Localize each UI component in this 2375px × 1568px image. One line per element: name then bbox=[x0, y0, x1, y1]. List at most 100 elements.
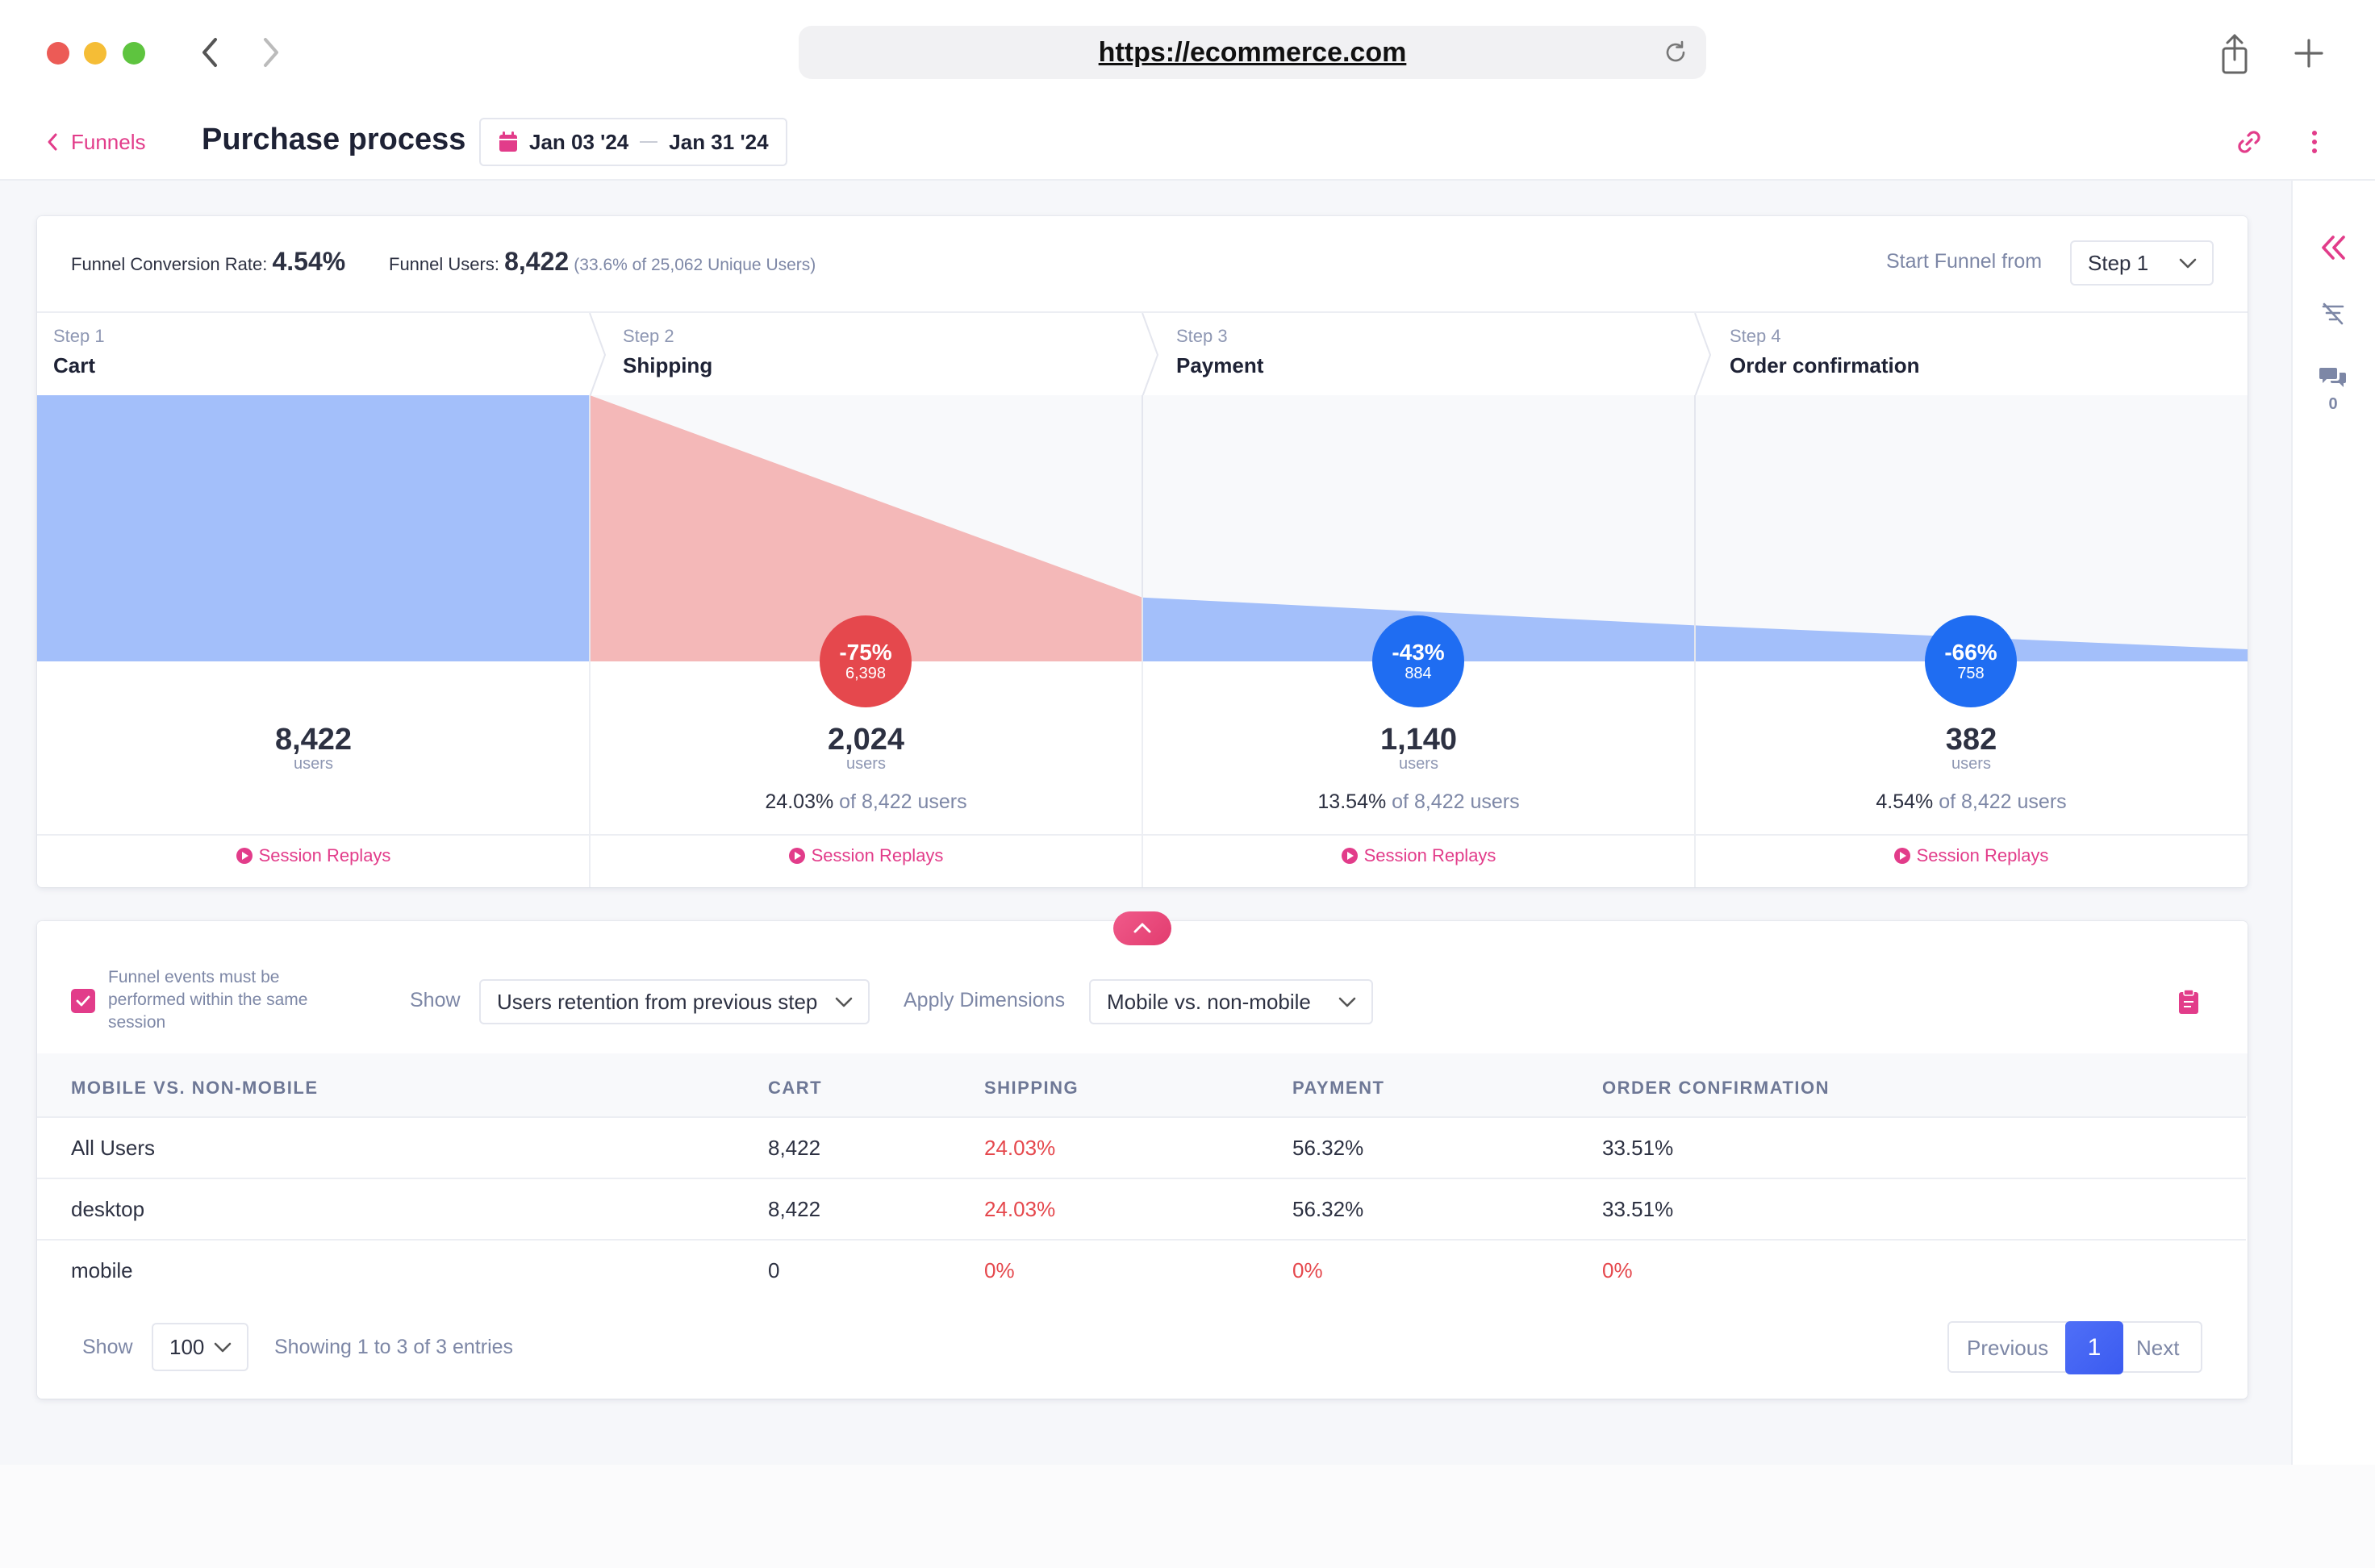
more-options-icon[interactable] bbox=[2309, 129, 2320, 155]
conversion-rate-value: 4.54% bbox=[272, 247, 346, 276]
filter-off-icon[interactable] bbox=[2320, 302, 2346, 326]
table-cell: 24.03% bbox=[984, 1197, 1056, 1221]
step-users-count: 8,422 bbox=[274, 723, 353, 757]
chevron-left-icon bbox=[48, 133, 57, 151]
step-number: Step 2 bbox=[623, 326, 674, 346]
table-cell: 8,422 bbox=[768, 1136, 821, 1160]
forward-arrow-icon[interactable] bbox=[250, 32, 290, 73]
step-users-percent: 13.54% of 8,422 users bbox=[1142, 790, 1695, 814]
next-page-button[interactable]: Next bbox=[2136, 1336, 2180, 1360]
page-size-value: 100 bbox=[169, 1334, 205, 1359]
minimize-window-button[interactable] bbox=[84, 42, 106, 65]
column-divider bbox=[589, 661, 591, 887]
table-cell: 33.51% bbox=[1602, 1197, 1674, 1221]
collapse-toggle-button[interactable] bbox=[1113, 911, 1171, 945]
step-name: Payment bbox=[1176, 353, 1264, 377]
drop-badge[interactable]: -66% 758 bbox=[1925, 615, 2017, 707]
step-users-percent: 4.54% of 8,422 users bbox=[1695, 790, 2248, 814]
same-session-checkbox[interactable] bbox=[71, 989, 95, 1013]
table-cell: All Users bbox=[71, 1136, 156, 1160]
column-header[interactable]: ORDER CONFIRMATION bbox=[1602, 1078, 1830, 1098]
start-step-select[interactable]: Step 1 bbox=[2070, 240, 2214, 286]
drop-badge[interactable]: -43% 884 bbox=[1372, 615, 1464, 707]
column-divider bbox=[1694, 661, 1696, 887]
back-arrow-icon[interactable] bbox=[190, 32, 231, 73]
show-label: Show bbox=[410, 989, 461, 1011]
step-users-count: 2,024 bbox=[827, 723, 905, 757]
date-range-picker[interactable]: Jan 03 '24 Jan 31 '24 bbox=[479, 118, 787, 166]
column-header[interactable]: PAYMENT bbox=[1292, 1078, 1385, 1098]
date-separator bbox=[640, 141, 658, 143]
funnel-bar-step-1 bbox=[37, 395, 590, 661]
step-percent-value: 4.54% bbox=[1876, 790, 1934, 813]
session-replays-link[interactable]: Session Replays bbox=[37, 845, 590, 866]
play-icon bbox=[1893, 848, 1910, 864]
page-header bbox=[0, 103, 2375, 181]
funnel-users-value: 8,422 bbox=[504, 247, 570, 276]
share-icon[interactable] bbox=[2217, 32, 2252, 76]
url-text[interactable]: https://ecommerce.com bbox=[1098, 36, 1407, 68]
column-header[interactable]: CART bbox=[768, 1078, 823, 1098]
link-icon[interactable] bbox=[2235, 127, 2264, 156]
column-header[interactable]: MOBILE VS. NON-MOBILE bbox=[71, 1078, 319, 1098]
step-name: Order confirmation bbox=[1730, 353, 1920, 377]
start-funnel-label: Start Funnel from bbox=[1886, 250, 2043, 273]
step-name: Cart bbox=[53, 353, 96, 377]
clipboard-icon[interactable] bbox=[2178, 989, 2199, 1015]
table-cell: 8,422 bbox=[768, 1197, 821, 1221]
date-start: Jan 03 '24 bbox=[529, 129, 629, 154]
step-percent-note: of 8,422 users bbox=[1392, 790, 1520, 813]
step-percent-value: 13.54% bbox=[1317, 790, 1387, 813]
back-to-funnels-link[interactable]: Funnels bbox=[45, 127, 146, 156]
retention-mode-select[interactable]: Users retention from previous step bbox=[479, 979, 870, 1024]
table-cell: 33.51% bbox=[1602, 1136, 1674, 1160]
chevron-up-icon bbox=[1133, 923, 1151, 933]
collapse-panel-icon[interactable] bbox=[2319, 234, 2348, 261]
step-users-count: 382 bbox=[1945, 723, 1997, 757]
chevron-down-icon bbox=[2179, 258, 2197, 269]
new-tab-icon[interactable] bbox=[2293, 37, 2325, 69]
maximize-window-button[interactable] bbox=[123, 42, 145, 65]
chevron-down-icon bbox=[1338, 997, 1356, 1007]
close-window-button[interactable] bbox=[47, 42, 69, 65]
step-users-label: users bbox=[846, 755, 886, 773]
drop-count: 758 bbox=[1957, 665, 1985, 682]
step-percent-note: of 8,422 users bbox=[839, 790, 967, 813]
session-replays-link[interactable]: Session Replays bbox=[590, 845, 1142, 866]
funnel-users: Funnel Users: 8,422 (33.6% of 25,062 Uni… bbox=[389, 247, 816, 277]
column-header[interactable]: SHIPPING bbox=[984, 1078, 1079, 1098]
current-page-button[interactable]: 1 bbox=[2065, 1321, 2123, 1374]
step-number: Step 4 bbox=[1730, 326, 1781, 346]
dimensions-select[interactable]: Mobile vs. non-mobile bbox=[1089, 979, 1373, 1024]
session-replays-label: Session Replays bbox=[1916, 845, 2049, 865]
apply-dimensions-label: Apply Dimensions bbox=[904, 989, 1066, 1011]
play-icon bbox=[1341, 848, 1358, 864]
divider bbox=[37, 834, 2248, 836]
start-step-value: Step 1 bbox=[2088, 250, 2149, 275]
date-end: Jan 31 '24 bbox=[669, 129, 769, 154]
calendar-icon bbox=[499, 131, 517, 152]
funnel-loss-step-2 bbox=[590, 395, 1142, 661]
session-replays-link[interactable]: Session Replays bbox=[1695, 845, 2248, 866]
pagination: Previous 1 Next bbox=[1947, 1321, 2202, 1374]
page-size-label: Show bbox=[82, 1336, 133, 1358]
step-users-percent: 24.03% of 8,422 users bbox=[590, 790, 1142, 814]
comments-icon[interactable] bbox=[2319, 365, 2348, 390]
reload-icon[interactable] bbox=[1662, 39, 1689, 66]
table-cell: 0% bbox=[1292, 1258, 1323, 1282]
step-number: Step 3 bbox=[1176, 326, 1228, 346]
funnel-chart bbox=[37, 395, 2248, 661]
session-replays-label: Session Replays bbox=[258, 845, 391, 865]
previous-page-button[interactable]: Previous bbox=[1967, 1336, 2049, 1360]
page-size-select[interactable]: 100 bbox=[152, 1323, 248, 1371]
step-name: Shipping bbox=[623, 353, 713, 377]
conversion-rate: Funnel Conversion Rate: 4.54% bbox=[71, 247, 345, 277]
play-icon bbox=[236, 848, 253, 864]
dimensions-value: Mobile vs. non-mobile bbox=[1107, 989, 1311, 1014]
funnel-users-label: Funnel Users: bbox=[389, 254, 499, 274]
session-replays-link[interactable]: Session Replays bbox=[1142, 845, 1695, 866]
address-bar[interactable]: https://ecommerce.com bbox=[799, 26, 1706, 79]
row-divider bbox=[37, 1178, 2246, 1179]
check-icon bbox=[76, 995, 90, 1007]
drop-badge[interactable]: -75% 6,398 bbox=[820, 615, 912, 707]
